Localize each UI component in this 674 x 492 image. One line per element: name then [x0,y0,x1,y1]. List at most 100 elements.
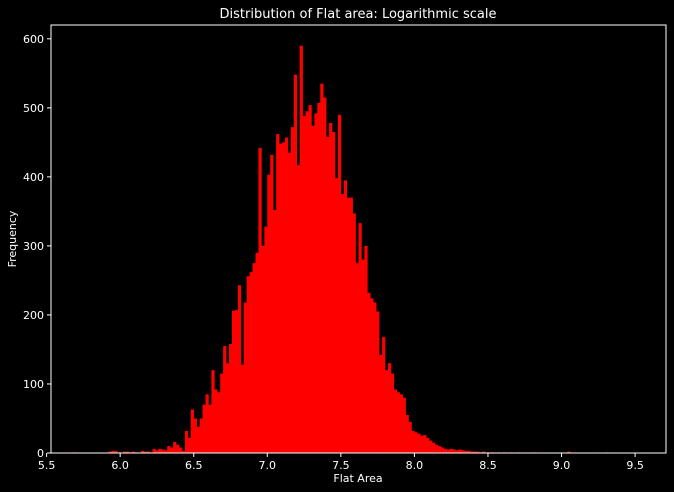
histogram-bar [226,363,230,453]
histogram-bar [284,137,289,453]
histogram-bar [123,451,127,453]
histogram-bar [146,451,150,453]
histogram-bar [299,45,303,454]
histogram-bar [470,451,474,453]
histogram-bar [287,152,292,453]
histogram-bar [296,165,300,453]
histogram-bar [273,210,277,453]
histogram-bar [217,392,221,453]
y-axis-label: Frequency [6,210,19,267]
histogram-bar [261,245,265,453]
histogram-bar [393,389,398,453]
x-tick-label: 6.0 [111,459,129,472]
histogram-bar [252,263,256,453]
histogram-bar [349,197,353,453]
x-axis-ticks: 5.5 6.0 6.5 7.0 7.5 8.0 8.5 9.0 9.5 [38,453,644,472]
histogram-bar [181,450,186,453]
histogram-bar [355,263,359,453]
y-tick-label: 0 [37,447,44,460]
histogram-bar [399,394,403,453]
plot-frame [50,24,667,454]
histogram-bar [258,147,262,453]
histogram-bar [323,97,327,453]
histogram-bar [173,441,177,453]
histogram-bar [373,302,377,453]
histogram-bar [158,448,162,453]
histogram-bar [329,123,333,453]
histogram-bar [290,127,295,454]
histogram-bar [234,310,239,453]
histogram-bar [482,451,486,453]
histogram-bar [199,418,203,453]
histogram-bar [208,404,212,453]
histogram-bar [455,450,459,453]
histogram-bar [161,449,165,453]
histogram-bar [170,447,174,453]
histogram-bar [293,74,297,453]
x-tick-label: 7.5 [332,459,350,472]
chart-title: Distribution of Flat area: Logarithmic s… [220,7,497,22]
histogram-bar [305,111,309,453]
histogram-bar [267,174,271,454]
histogram-bar [164,450,168,453]
histogram-bar [361,259,365,453]
histogram-bar [214,389,218,453]
histogram-bar [432,442,436,453]
histogram-bar [143,451,147,453]
histogram-bar [279,143,283,454]
histogram-bar [384,370,389,453]
histogram-bar [473,451,477,453]
histogram-bar [452,449,456,453]
histogram-bar [382,337,386,453]
histogram-bar [358,223,362,453]
histogram-bar [376,311,380,453]
x-tick-label: 8.5 [479,459,497,472]
histogram-bar [476,451,480,453]
histogram-bar [243,302,247,453]
histogram-bar [437,446,442,453]
histogram-bar [423,435,427,453]
histogram-bar [408,421,412,453]
histogram-bar [302,116,306,454]
histogram-bar [126,451,130,453]
histogram-bar [246,276,250,453]
histogram-bar [405,415,409,453]
histogram-bar [196,426,200,453]
histogram-bar [281,142,286,453]
y-tick-label: 400 [23,171,44,184]
y-tick-label: 300 [23,240,44,253]
histogram-bar [458,449,462,453]
histogram-bar [190,409,195,453]
histogram-bar [420,435,424,453]
histogram-bar [220,373,224,453]
histogram-bar [370,298,374,453]
x-tick-label: 7.0 [259,459,277,472]
histogram-bar [184,430,189,453]
histogram-bar [237,285,242,453]
histogram-bar [202,404,206,453]
histogram-bar [346,197,350,453]
histogram-bar [387,363,392,453]
histogram-bar [337,114,342,454]
histogram-bar [411,430,415,453]
histogram-bar [414,432,418,453]
histogram-bar [379,354,383,453]
histogram-bar [467,450,471,453]
histogram-bar [308,105,312,453]
histogram-bar [193,418,197,453]
histogram-bar [223,346,227,453]
histogram-bar [249,272,253,453]
histogram-bar [114,450,118,453]
histogram-bar [264,226,268,453]
x-tick-label: 5.5 [38,459,56,472]
histogram-bar [140,450,144,453]
histogram-bar [317,103,321,453]
x-tick-label: 9.5 [626,459,644,472]
histogram-bar [240,364,245,453]
y-tick-label: 600 [23,33,44,46]
histogram-bar [314,113,318,454]
histogram-bar [390,373,395,453]
y-tick-label: 200 [23,309,44,322]
histogram-bar [435,444,439,453]
histogram-bar [270,154,274,453]
